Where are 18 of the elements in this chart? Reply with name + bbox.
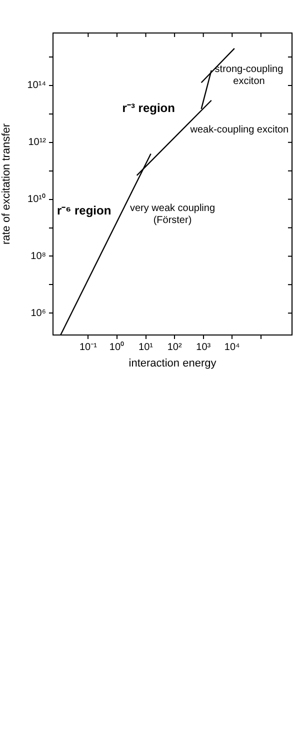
y-tick-label: 10¹⁰ [28, 193, 46, 206]
annotation: very weak coupling (Förster) [130, 202, 216, 226]
y-tick-label: 10¹⁴ [27, 80, 46, 92]
annotation: strong-coupling exciton [214, 64, 284, 88]
x-tick-label: 10³ [196, 342, 212, 353]
annotation: weak-coupling exciton [189, 124, 289, 136]
x-tick-label: 10¹ [138, 342, 154, 353]
annotation: r⁻⁶ region [56, 203, 112, 218]
annotation: r⁻³ region [122, 100, 175, 115]
x-tick-label: 10⁰ [109, 340, 125, 353]
y-axis-title: rate of excitation transfer [0, 123, 13, 245]
x-tick-label: 10⁴ [224, 342, 240, 353]
y-tick-label: 10⁶ [30, 308, 46, 319]
x-axis-title: interaction energy [128, 357, 217, 370]
y-tick-label: 10¹² [28, 137, 47, 148]
x-tick-label: 10² [167, 342, 182, 353]
x-tick-label: 10⁻¹ [79, 342, 98, 353]
y-tick-label: 10⁸ [30, 250, 46, 262]
